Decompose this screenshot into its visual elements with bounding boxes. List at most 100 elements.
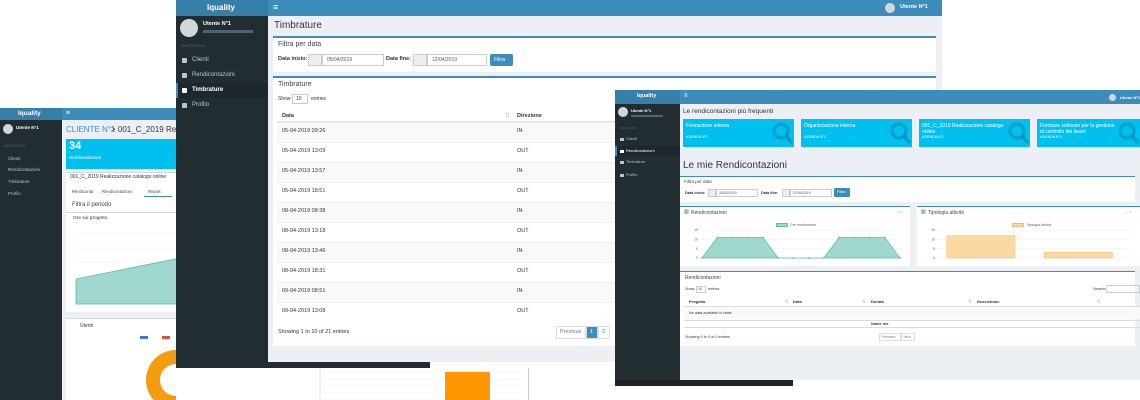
tab[interactable]: Rendiconta	[72, 189, 94, 194]
cell: IN	[517, 168, 523, 174]
icon-circle	[1118, 122, 1136, 140]
count-tile[interactable]	[66, 139, 176, 169]
icon-handle	[1020, 134, 1030, 145]
column-header[interactable]: Data	[793, 299, 802, 304]
frequent-tile[interactable]	[1037, 119, 1140, 147]
frequent-tile[interactable]	[919, 119, 1030, 147]
search-icon	[1008, 122, 1030, 145]
length-select[interactable]	[696, 286, 706, 293]
user-name: Utente N°1	[631, 108, 652, 113]
column-header[interactable]: Progetto	[689, 299, 706, 304]
filter-button-label: Filtra	[837, 189, 846, 194]
nav-active	[176, 83, 268, 98]
end-input[interactable]	[790, 189, 832, 197]
filter-button[interactable]	[490, 54, 513, 66]
sidebar	[0, 120, 62, 400]
area-point	[899, 257, 901, 259]
sort-icon: ⇅	[968, 298, 972, 304]
cell: 05-04-2019 09:26	[282, 128, 326, 134]
show-label: Show	[278, 96, 291, 102]
filter-button[interactable]	[834, 188, 850, 197]
nav-item[interactable]: Profilo	[192, 102, 210, 108]
brand-bar	[0, 108, 62, 120]
page-button[interactable]	[879, 333, 901, 341]
nav-item[interactable]: Clienti	[192, 57, 209, 63]
page-label: Previous	[881, 334, 896, 339]
icon-handle	[784, 134, 794, 145]
project-title: 001_C_2019 Realizzazione catalogo online	[70, 174, 167, 180]
start-label: Data inizio:	[685, 191, 706, 195]
cell: 08-04-2019 13:46	[282, 248, 326, 254]
page-label: Next	[903, 334, 911, 339]
end-date: 12/04/2019	[432, 56, 458, 63]
area-point	[716, 236, 719, 239]
area-point	[838, 236, 840, 239]
cell: 05-04-2019 13:57	[282, 168, 326, 174]
nav-icon	[620, 173, 624, 177]
filter-title: Filtra il periodo	[72, 202, 112, 208]
column-header[interactable]: Descrizione	[977, 299, 1000, 304]
menu-toggle-icon[interactable]: ≡	[273, 2, 279, 12]
header-user[interactable]: Utente N°1	[1120, 94, 1140, 100]
nav-item[interactable]: Rendicontazioni	[192, 72, 235, 78]
frequent-tile[interactable]	[683, 119, 794, 147]
start-input[interactable]	[322, 54, 384, 66]
area-point	[701, 257, 703, 259]
start-input[interactable]	[716, 189, 758, 197]
column-header[interactable]: Direzione	[517, 113, 542, 119]
nav-icon	[182, 73, 187, 78]
nav-item[interactable]: Timbrature	[8, 179, 30, 184]
tile-company: AZIENDA N°4	[1040, 135, 1062, 139]
page-button[interactable]	[586, 326, 598, 339]
menu-toggle-icon[interactable]: ≡	[66, 110, 71, 117]
nav-item[interactable]: Rendicontazioni	[626, 148, 655, 153]
cell: 05-04-2019 13:09	[282, 148, 326, 154]
footer-label: Nome ore	[871, 321, 889, 326]
page-button[interactable]	[598, 326, 610, 339]
nav-icon	[182, 58, 187, 63]
menu-toggle-icon[interactable]: ≡	[684, 93, 688, 99]
calendar-addon	[708, 189, 716, 197]
donut-segment	[146, 380, 176, 400]
column-header[interactable]: Data	[282, 113, 294, 119]
end-label: Data fine:	[761, 191, 779, 195]
nav-item[interactable]: Profilo	[626, 172, 638, 177]
cell: OUT	[517, 188, 529, 194]
nav-item[interactable]: Clienti	[8, 156, 21, 161]
table-title: Timbrature	[278, 81, 312, 88]
tile-title: Organizzazione interna	[804, 123, 856, 129]
sort-icon: ⇅	[862, 298, 866, 304]
tab[interactable]: Report	[148, 189, 161, 194]
tab[interactable]: Rendicontazioni	[102, 189, 132, 194]
frequent-tile[interactable]	[801, 119, 912, 147]
page-label: 1	[590, 329, 594, 335]
end-input[interactable]	[427, 54, 487, 66]
legend-swatch	[162, 336, 170, 339]
page-button[interactable]	[901, 333, 915, 341]
nav-item[interactable]: Timbrature	[626, 159, 646, 164]
area-point	[762, 236, 764, 239]
calendar-addon	[308, 54, 322, 66]
nav-item[interactable]: Clienti	[626, 136, 638, 141]
area-point	[853, 236, 856, 239]
header-user[interactable]: Utente N°1	[900, 4, 928, 10]
chart-icon: ▥	[684, 209, 689, 215]
nav-item[interactable]: Rendicontazioni	[8, 167, 41, 172]
calendar-addon	[782, 189, 790, 197]
column-header[interactable]: Durata	[871, 299, 884, 304]
length-select[interactable]	[292, 94, 308, 104]
nav-header: NAVIGATION	[181, 43, 206, 48]
nav-item[interactable]: Timbrature	[192, 87, 224, 93]
y-tick-label: 5	[696, 247, 698, 251]
page-title: Timbrature	[274, 20, 322, 31]
entries-label: entries	[311, 96, 327, 102]
search-input[interactable]	[1106, 285, 1140, 293]
nav-header: NAVIGATION	[4, 144, 26, 148]
nav-item[interactable]: Profilo	[8, 191, 21, 196]
search-icon	[772, 122, 794, 145]
cell: IN	[517, 248, 523, 254]
page-button[interactable]	[556, 326, 586, 339]
sort-icon: ⇅	[1097, 298, 1101, 304]
cell: OUT	[517, 268, 529, 274]
area-point	[777, 257, 780, 259]
